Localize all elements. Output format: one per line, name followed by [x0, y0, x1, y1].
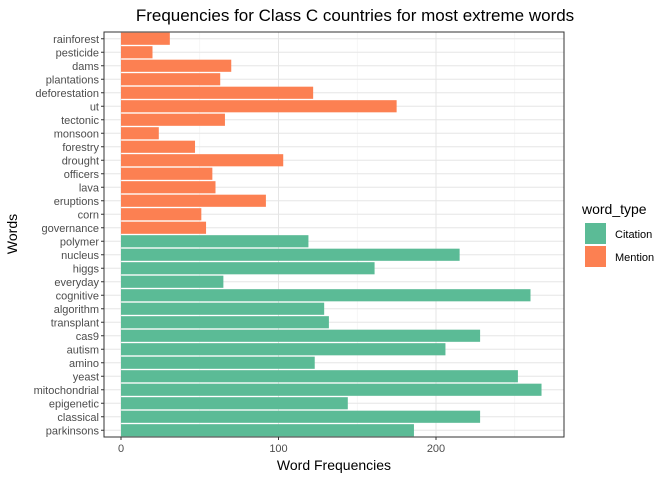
y-tick-label: eruptions: [54, 196, 100, 208]
bar-mitochondrial: [121, 383, 542, 396]
bar-epigenetic: [121, 397, 348, 410]
y-tick-label: forestry: [62, 142, 99, 154]
y-tick-label: polymer: [60, 236, 99, 248]
y-tick-label: corn: [78, 209, 99, 221]
y-tick-label: rainforest: [53, 34, 99, 46]
y-tick-label: plantations: [46, 74, 100, 86]
x-tick-label: 100: [269, 443, 287, 455]
bar-monsoon: [121, 127, 159, 140]
y-tick-label: autism: [67, 344, 99, 356]
y-tick-label: higgs: [73, 263, 100, 275]
legend-title: word_type: [581, 201, 647, 217]
y-tick-label: everyday: [54, 277, 99, 289]
bar-yeast: [121, 370, 518, 383]
y-tick-label: cas9: [76, 331, 99, 343]
y-axis-title: Words: [4, 214, 20, 254]
bar-polymer: [121, 235, 309, 248]
plot-panel: [104, 32, 564, 437]
y-tick-label: drought: [62, 155, 99, 167]
bar-parkinsons: [121, 424, 414, 437]
bar-deforestation: [121, 86, 314, 99]
legend: word_type Citation Mention: [581, 201, 654, 267]
legend-key-mention: [585, 246, 606, 267]
minor-gridlines: [199, 32, 516, 437]
bar-cognitive: [121, 289, 531, 302]
y-tick-label: epigenetic: [49, 398, 100, 410]
y-tick-label: lava: [79, 182, 100, 194]
y-tick-label: parkinsons: [46, 425, 100, 437]
bar-amino: [121, 356, 315, 369]
x-tick-label: 200: [427, 443, 445, 455]
y-tick-label: ut: [90, 101, 99, 113]
y-tick-label: dams: [72, 61, 99, 73]
y-tick-label: nucleus: [61, 250, 99, 262]
plot-border: [103, 31, 565, 438]
bar-plantations: [121, 73, 221, 86]
bar-forestry: [121, 140, 196, 153]
y-tick-label: tectonic: [61, 115, 99, 127]
bar-drought: [121, 154, 284, 167]
bar-higgs: [121, 262, 375, 275]
bar-dams: [121, 59, 232, 72]
bar-corn: [121, 208, 202, 221]
y-tick-label: monsoon: [54, 128, 99, 140]
bar-cas9: [121, 329, 481, 342]
bar-autism: [121, 343, 446, 356]
bar-everyday: [121, 275, 224, 288]
bar-nucleus: [121, 248, 460, 261]
legend-label-mention: Mention: [615, 252, 654, 264]
x-axis-ticks: 0 100 200: [118, 437, 445, 455]
bar-rainforest: [121, 32, 170, 45]
bars: [121, 32, 542, 437]
y-tick-label: amino: [69, 358, 99, 370]
y-tick-label: mitochondrial: [34, 385, 99, 397]
y-tick-label: yeast: [73, 371, 99, 383]
legend-key-citation: [585, 223, 606, 244]
bar-algorithm: [121, 302, 325, 315]
bar-lava: [121, 181, 216, 194]
legend-label-citation: Citation: [615, 229, 652, 241]
y-tick-label: cognitive: [56, 290, 99, 302]
bar-ut: [121, 100, 397, 113]
x-tick-label: 0: [118, 443, 124, 455]
bar-governance: [121, 221, 207, 234]
y-tick-label: classical: [57, 412, 99, 424]
bar-pesticide: [121, 46, 153, 59]
y-tick-label: algorithm: [54, 304, 99, 316]
bar-eruptions: [121, 194, 266, 207]
x-axis-title: Word Frequencies: [277, 457, 391, 473]
bar-classical: [121, 410, 481, 423]
chart-title: Frequencies for Class C countries for mo…: [136, 6, 574, 25]
bar-tectonic: [121, 113, 225, 126]
y-tick-label: officers: [64, 169, 100, 181]
bar-transplant: [121, 316, 329, 329]
y-tick-label: transplant: [51, 317, 99, 329]
y-tick-label: pesticide: [56, 47, 99, 59]
bar-officers: [121, 167, 213, 180]
y-tick-label: governance: [42, 223, 100, 235]
y-tick-label: deforestation: [35, 88, 99, 100]
